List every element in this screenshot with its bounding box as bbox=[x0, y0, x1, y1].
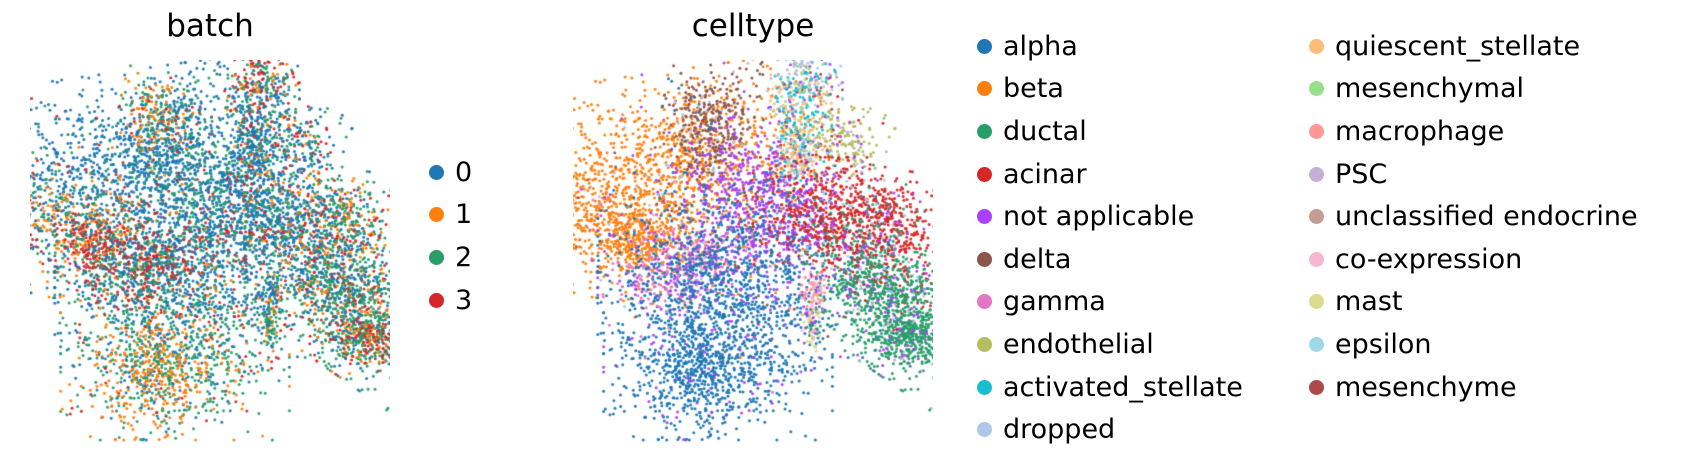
legend-item-co-expression: co-expression bbox=[1309, 238, 1638, 281]
legend-item-label: mesenchyme bbox=[1335, 371, 1517, 403]
legend-dot-icon bbox=[429, 249, 444, 265]
legend-item-not-applicable: not applicable bbox=[977, 195, 1243, 238]
legend-item-label: PSC bbox=[1335, 158, 1388, 190]
legend-dot-icon bbox=[977, 209, 992, 225]
celltype-panel-title: celltype bbox=[691, 8, 815, 44]
legend-dot-icon bbox=[977, 166, 992, 182]
legend-dot-icon bbox=[977, 123, 992, 139]
legend-dot-icon bbox=[977, 81, 992, 97]
legend-dot-icon bbox=[1309, 166, 1324, 182]
legend-dot-icon bbox=[429, 164, 444, 180]
legend-item-label: not applicable bbox=[1003, 201, 1195, 233]
legend-dot-icon bbox=[429, 207, 444, 223]
legend-item-label: mesenchymal bbox=[1335, 73, 1524, 105]
batch-legend: 0 1 2 3 bbox=[429, 151, 472, 321]
legend-item-gamma: gamma bbox=[977, 281, 1243, 324]
legend-dot-icon bbox=[1309, 81, 1324, 97]
legend-item-label: 2 bbox=[455, 241, 473, 273]
legend-item-label: alpha bbox=[1003, 30, 1078, 62]
legend-item-label: beta bbox=[1003, 73, 1064, 105]
legend-dot-icon bbox=[1309, 251, 1324, 267]
legend-item-ductal: ductal bbox=[977, 110, 1243, 153]
legend-dot-icon bbox=[977, 336, 992, 352]
batch-scatter-plot bbox=[30, 60, 390, 445]
celltype-legend-column-1: alpha beta ductal acinar not applicable delta… bbox=[977, 25, 1243, 451]
legend-item-label: dropped bbox=[1003, 414, 1116, 446]
legend-item-label: unclassified endocrine bbox=[1335, 201, 1638, 233]
legend-dot-icon bbox=[977, 379, 992, 395]
legend-dot-icon bbox=[1309, 123, 1324, 139]
legend-dot-icon bbox=[1309, 38, 1324, 54]
legend-dot-icon bbox=[1309, 209, 1324, 225]
legend-dot-icon bbox=[1309, 379, 1324, 395]
legend-item-epsilon: epsilon bbox=[1309, 323, 1638, 366]
legend-item-psc: PSC bbox=[1309, 153, 1638, 196]
legend-item-label: macrophage bbox=[1335, 115, 1505, 147]
legend-item-delta: delta bbox=[977, 238, 1243, 281]
legend-item-label: quiescent_stellate bbox=[1335, 30, 1581, 62]
celltype-scatter-plot bbox=[573, 60, 933, 445]
legend-dot-icon bbox=[977, 422, 992, 438]
legend-dot-icon bbox=[977, 38, 992, 54]
legend-item-0: 0 bbox=[429, 151, 472, 194]
legend-dot-icon bbox=[1309, 336, 1324, 352]
legend-item-label: 3 bbox=[455, 284, 473, 316]
legend-item-label: acinar bbox=[1003, 158, 1087, 190]
legend-item-endothelial: endothelial bbox=[977, 323, 1243, 366]
legend-item-label: endothelial bbox=[1003, 328, 1154, 360]
legend-item-dropped: dropped bbox=[977, 408, 1243, 451]
legend-dot-icon bbox=[429, 292, 444, 308]
legend-item-alpha: alpha bbox=[977, 25, 1243, 68]
legend-item-quiescent-stellate: quiescent_stellate bbox=[1309, 25, 1638, 68]
legend-item-1: 1 bbox=[429, 194, 472, 237]
legend-item-label: ductal bbox=[1003, 115, 1087, 147]
legend-item-macrophage: macrophage bbox=[1309, 110, 1638, 153]
batch-panel-title: batch bbox=[166, 8, 254, 44]
legend-item-label: co-expression bbox=[1335, 243, 1523, 275]
legend-item-label: activated_stellate bbox=[1003, 371, 1243, 403]
legend-item-label: epsilon bbox=[1335, 328, 1432, 360]
legend-dot-icon bbox=[977, 251, 992, 267]
legend-dot-icon bbox=[1309, 294, 1324, 310]
legend-item-label: 0 bbox=[455, 156, 473, 188]
legend-item-label: gamma bbox=[1003, 286, 1106, 318]
legend-item-2: 2 bbox=[429, 236, 472, 279]
legend-dot-icon bbox=[977, 294, 992, 310]
legend-item-label: mast bbox=[1335, 286, 1403, 318]
legend-item-beta: beta bbox=[977, 68, 1243, 111]
legend-item-mesenchyme: mesenchyme bbox=[1309, 366, 1638, 409]
legend-item-mesenchymal: mesenchymal bbox=[1309, 68, 1638, 111]
legend-item-activated-stellate: activated_stellate bbox=[977, 366, 1243, 409]
celltype-legend-column-2: quiescent_stellate mesenchymal macrophage P… bbox=[1309, 25, 1638, 408]
legend-item-label: 1 bbox=[455, 199, 473, 231]
legend-item-label: delta bbox=[1003, 243, 1072, 275]
legend-item-unclassified-endocrine: unclassified endocrine bbox=[1309, 195, 1638, 238]
legend-item-3: 3 bbox=[429, 279, 472, 322]
legend-item-mast: mast bbox=[1309, 281, 1638, 324]
legend-item-acinar: acinar bbox=[977, 153, 1243, 196]
